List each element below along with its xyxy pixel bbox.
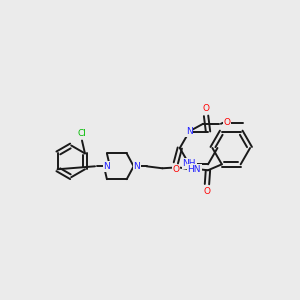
Text: O: O: [172, 165, 179, 174]
Text: Cl: Cl: [78, 129, 86, 138]
Text: N: N: [133, 162, 140, 171]
Text: O: O: [224, 118, 230, 127]
Text: NH: NH: [182, 159, 196, 168]
Text: O: O: [203, 187, 211, 196]
Text: O: O: [202, 104, 210, 113]
Text: HN: HN: [187, 165, 201, 174]
Text: N: N: [186, 127, 193, 136]
Text: N: N: [103, 162, 110, 171]
